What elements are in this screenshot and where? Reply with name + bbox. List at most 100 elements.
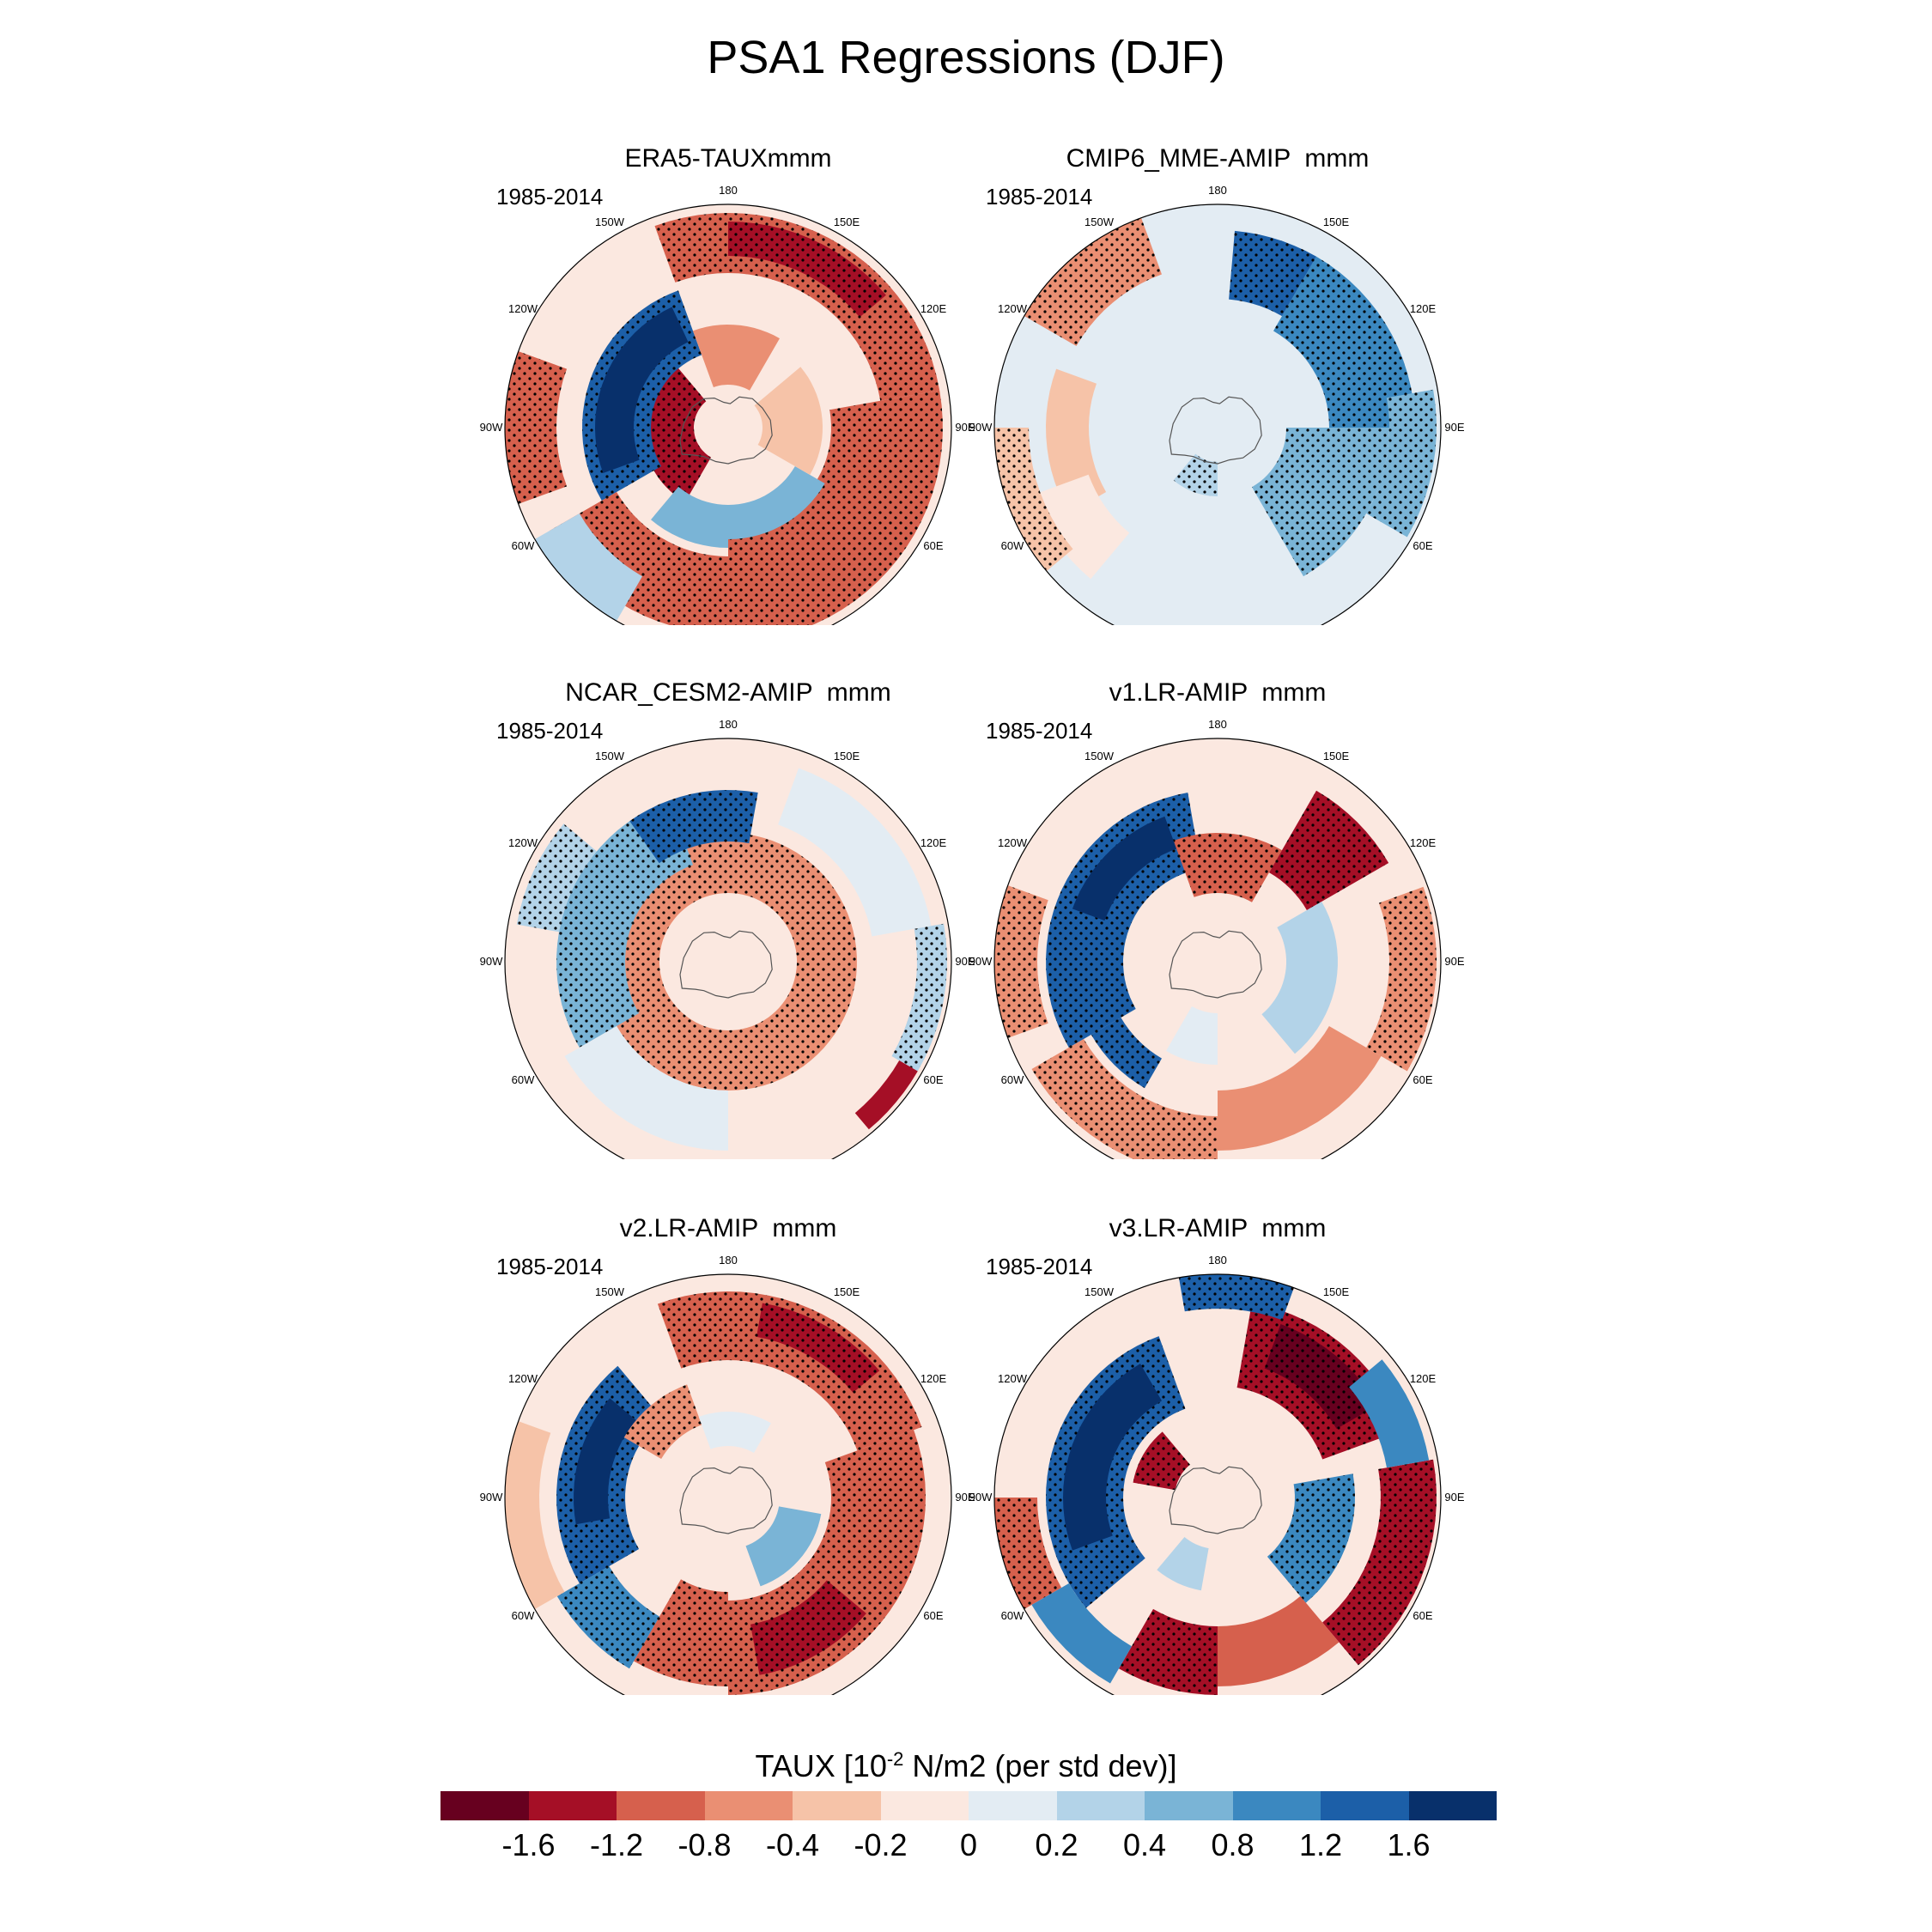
polar-map: 030E60E90E120E150E180150W120W90W60W30W bbox=[969, 1254, 1465, 1695]
significance-stipple bbox=[1366, 389, 1437, 538]
colorbar-title: TAUX [10-2 N/m2 (per std dev)] bbox=[0, 1748, 1932, 1784]
anomaly-region bbox=[1218, 1026, 1382, 1151]
anomaly-region bbox=[1261, 902, 1338, 1054]
map-panel-era5: ERA5-TAUXmmm 1985-2014 030E60E90E120E150… bbox=[471, 144, 986, 625]
anomaly-region bbox=[505, 1421, 565, 1609]
anomaly-region bbox=[1031, 474, 1130, 580]
longitude-label: 120E bbox=[920, 836, 947, 849]
anomaly-region bbox=[1349, 1359, 1430, 1468]
significance-stipple bbox=[994, 428, 1073, 572]
anomaly-region bbox=[728, 466, 825, 539]
colorbar bbox=[440, 1791, 1497, 1820]
longitude-label: 90E bbox=[1444, 1491, 1464, 1504]
longitude-label: 150W bbox=[595, 216, 625, 228]
anomaly-region bbox=[745, 1506, 822, 1587]
significance-stipple bbox=[654, 213, 940, 401]
longitude-label: 120E bbox=[920, 1372, 947, 1385]
longitude-label: 150W bbox=[1084, 750, 1115, 762]
colorbar-swatch bbox=[617, 1791, 705, 1820]
significance-stipple bbox=[556, 1566, 659, 1669]
anomaly-region bbox=[651, 486, 728, 548]
map-panel-v1-lr: v1.LR-AMIP mmm 1985-2014 030E60E90E120E1… bbox=[960, 678, 1475, 1159]
significance-stipple bbox=[1252, 428, 1389, 577]
anomaly-region bbox=[778, 768, 932, 937]
longitude-label: 60E bbox=[923, 1609, 943, 1622]
significance-stipple bbox=[1366, 886, 1437, 1072]
significance-stipple bbox=[1119, 1608, 1218, 1695]
antarctica-coastline bbox=[1169, 396, 1262, 465]
longitude-label: 150E bbox=[834, 750, 860, 762]
significance-stipple bbox=[505, 351, 568, 504]
anomaly-field bbox=[994, 1274, 1441, 1695]
significance-stipple bbox=[1267, 1473, 1355, 1603]
significance-stipple bbox=[1173, 833, 1282, 902]
longitude-label: 120W bbox=[508, 1372, 538, 1385]
map-panel-v3-lr: v3.LR-AMIP mmm 1985-2014 030E60E90E120E1… bbox=[960, 1214, 1475, 1695]
anomaly-region bbox=[1218, 1595, 1340, 1686]
colorbar-title-suffix: N/m2 (per std dev)] bbox=[903, 1748, 1177, 1783]
anomaly-field bbox=[505, 738, 951, 1159]
main-title: PSA1 Regressions (DJF) bbox=[707, 32, 1225, 83]
longitude-label: 60W bbox=[1001, 539, 1024, 552]
longitude-label: 60W bbox=[1001, 1073, 1024, 1086]
anomaly-region bbox=[698, 1412, 771, 1453]
anomaly-region bbox=[1072, 816, 1177, 921]
period-label: 1985-2014 bbox=[986, 1254, 1093, 1279]
significance-stipple bbox=[1269, 790, 1389, 910]
longitude-label: 120E bbox=[920, 302, 947, 315]
map-panel-ncar-cesm2: NCAR_CESM2-AMIP mmm 1985-2014 030E60E90E… bbox=[471, 678, 986, 1159]
colorbar-tick-label: -1.6 bbox=[501, 1827, 556, 1862]
significance-stipple bbox=[550, 492, 728, 625]
longitude-label: 90E bbox=[955, 1491, 975, 1504]
colorbar-swatch bbox=[1321, 1791, 1409, 1820]
anomaly-region bbox=[1063, 1364, 1162, 1551]
colorbar-tick-label: 0.4 bbox=[1122, 1827, 1167, 1862]
longitude-label: 150E bbox=[834, 216, 860, 228]
significance-stipple bbox=[1178, 1274, 1294, 1321]
colorbar-tick-label: 0.2 bbox=[1035, 1827, 1078, 1862]
anomaly-region bbox=[854, 1060, 918, 1130]
anomaly-region bbox=[1157, 1537, 1209, 1591]
anomaly-region bbox=[1166, 1006, 1218, 1065]
polar-map: 030E60E90E120E150E180150W120W90W60W30W bbox=[480, 1254, 975, 1695]
polar-map: 030E60E90E120E150E180150W120W90W60W30W bbox=[480, 184, 975, 625]
longitude-label: 180 bbox=[719, 718, 738, 731]
colorbar-swatch bbox=[1232, 1791, 1321, 1820]
anomaly-region bbox=[1031, 1583, 1132, 1684]
longitude-label: 60E bbox=[923, 1073, 943, 1086]
longitude-label: 90W bbox=[480, 955, 503, 968]
anomaly-field bbox=[994, 204, 1441, 625]
antarctica-coastline bbox=[679, 396, 773, 465]
longitude-label: 90W bbox=[480, 1491, 503, 1504]
significance-stipple bbox=[1264, 1324, 1378, 1429]
polar-map: 030E60E90E120E150E180150W120W90W60W30W bbox=[969, 718, 1465, 1159]
colorbar-swatch bbox=[1056, 1791, 1145, 1820]
period-label: 1985-2014 bbox=[986, 718, 1093, 744]
longitude-label: 90W bbox=[480, 421, 503, 434]
anomaly-region bbox=[595, 307, 689, 473]
longitude-label: 90E bbox=[955, 955, 975, 968]
anomaly-region bbox=[693, 325, 780, 391]
longitude-label: 60E bbox=[1413, 539, 1432, 552]
significance-stipple bbox=[1091, 1018, 1162, 1089]
anomaly-region bbox=[1046, 368, 1107, 513]
anomaly-region bbox=[564, 1026, 728, 1151]
map-boundary bbox=[504, 1273, 952, 1695]
significance-stipple bbox=[728, 390, 943, 625]
map-boundary bbox=[993, 738, 1442, 1159]
colorbar-tick-label: 1.6 bbox=[1387, 1827, 1431, 1862]
map-panel-cmip6-mme: CMIP6_MME-AMIP mmm 1985-2014 030E60E90E1… bbox=[960, 144, 1475, 625]
longitude-label: 90W bbox=[969, 955, 993, 968]
colorbar-tick-label: -0.2 bbox=[854, 1827, 908, 1862]
significance-stipple bbox=[1046, 793, 1201, 1048]
longitude-label: 120W bbox=[998, 1372, 1028, 1385]
longitude-label: 120E bbox=[1410, 836, 1437, 849]
panel-title: CMIP6_MME-AMIP mmm bbox=[1066, 144, 1370, 173]
map-boundary bbox=[504, 738, 952, 1159]
longitude-label: 150E bbox=[834, 1285, 860, 1298]
anomaly-region bbox=[534, 513, 642, 622]
colorbar-tick-label: 0.8 bbox=[1211, 1827, 1255, 1862]
colorbar-tick-label: 0 bbox=[959, 1827, 978, 1862]
colorbar-title-prefix: TAUX [10 bbox=[755, 1748, 887, 1783]
longitude-label: 60E bbox=[1413, 1073, 1432, 1086]
